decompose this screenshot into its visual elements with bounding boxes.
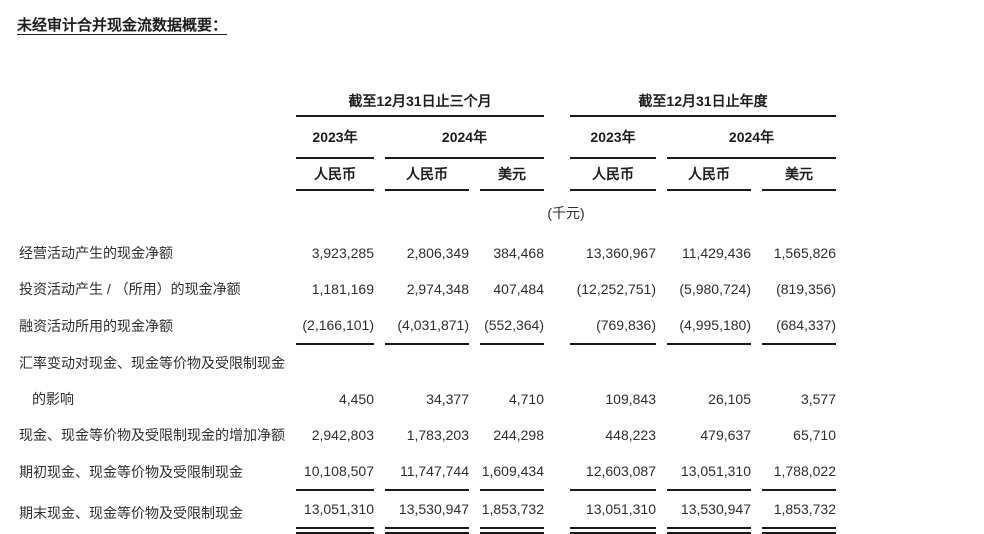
row-label: 投资活动产生 / （所用）的现金净额 — [19, 281, 241, 297]
value-cell: 1,783,203 — [406, 427, 469, 443]
value-cell: 1,788,022 — [762, 453, 836, 491]
currency-header: 人民币 — [296, 159, 374, 191]
table-row-year-headers: 2023年 2024年 2023年 2024年 — [19, 117, 836, 159]
value-cell: (684,337) — [762, 307, 836, 345]
value-cell: 3,577 — [800, 391, 836, 407]
empty-cell — [19, 159, 285, 191]
value-cell: 2,974,348 — [406, 281, 469, 297]
empty-cell — [296, 345, 374, 381]
year-header-q-2024: 2024年 — [385, 117, 544, 159]
currency-header: 人民币 — [385, 159, 469, 191]
row-label: 期初现金、现金等价物及受限制现金 — [19, 464, 243, 480]
column-gap — [555, 453, 559, 491]
value-cell: 34,377 — [426, 391, 469, 407]
value-cell: (819,356) — [776, 281, 836, 297]
empty-cell — [480, 345, 544, 381]
value-cell: 3,923,285 — [311, 245, 374, 261]
column-gap — [555, 117, 559, 159]
table-row: 投资活动产生 / （所用）的现金净额 1,181,169 2,974,348 4… — [19, 271, 836, 307]
row-label: 期末现金、现金等价物及受限制现金 — [19, 504, 243, 521]
column-gap — [555, 491, 559, 534]
unit-note: (千元) — [547, 205, 585, 221]
row-label: 经营活动产生的现金净额 — [19, 245, 173, 261]
value-cell: (4,031,871) — [385, 307, 469, 345]
empty-cell — [19, 117, 285, 159]
value-cell: 2,942,803 — [311, 427, 374, 443]
column-gap — [555, 235, 559, 271]
table-row-group-headers: 截至12月31日止三个月 截至12月31日止年度 — [19, 87, 836, 117]
cash-flow-table: 截至12月31日止三个月 截至12月31日止年度 2023年 2024年 202… — [8, 87, 847, 534]
empty-cell — [570, 345, 656, 381]
value-cell: 13,530,947 — [667, 491, 751, 534]
value-cell: 26,105 — [708, 391, 751, 407]
value-cell: 13,051,310 — [296, 491, 374, 534]
empty-cell — [385, 345, 469, 381]
value-cell: 479,637 — [700, 427, 751, 443]
year-header-q-2023: 2023年 — [296, 117, 374, 159]
currency-header: 美元 — [480, 159, 544, 191]
column-gap — [555, 417, 559, 453]
empty-cell — [762, 345, 836, 381]
row-label: 汇率变动对现金、现金等价物及受限制现金 — [19, 355, 285, 371]
value-cell: (2,166,101) — [296, 307, 374, 345]
column-gap — [555, 345, 559, 381]
row-label: 融资活动所用的现金净额 — [19, 318, 173, 334]
empty-cell — [19, 87, 285, 117]
column-gap — [555, 307, 559, 345]
value-cell: (769,836) — [570, 307, 656, 345]
value-cell: 13,530,947 — [385, 491, 469, 534]
column-gap — [555, 381, 559, 417]
empty-cell — [667, 345, 751, 381]
value-cell: 10,108,507 — [296, 453, 374, 491]
value-cell: 1,609,434 — [480, 453, 544, 491]
currency-header: 人民币 — [570, 159, 656, 191]
table-row: 期初现金、现金等价物及受限制现金 10,108,507 11,747,744 1… — [19, 453, 836, 491]
table-row: 融资活动所用的现金净额 (2,166,101) (4,031,871) (552… — [19, 307, 836, 345]
value-cell: (5,980,724) — [679, 281, 751, 297]
table-row: 汇率变动对现金、现金等价物及受限制现金 — [19, 345, 836, 381]
value-cell: 1,853,732 — [762, 491, 836, 534]
value-cell: 4,450 — [338, 391, 374, 407]
value-cell: 65,710 — [793, 427, 836, 443]
value-cell: (4,995,180) — [667, 307, 751, 345]
column-gap — [555, 159, 559, 191]
value-cell: (12,252,751) — [576, 281, 656, 297]
value-cell: 1,565,826 — [773, 245, 836, 261]
row-label: 的影响 — [32, 391, 74, 407]
table-row: 期末现金、现金等价物及受限制现金 13,051,310 13,530,947 1… — [19, 491, 836, 534]
table-row: 现金、现金等价物及受限制现金的增加净额 2,942,803 1,783,203 … — [19, 417, 836, 453]
row-label: 现金、现金等价物及受限制现金的增加净额 — [19, 427, 285, 443]
value-cell: 4,710 — [508, 391, 544, 407]
year-header-y-2024: 2024年 — [667, 117, 836, 159]
value-cell: 13,051,310 — [667, 453, 751, 491]
value-cell: 1,853,732 — [480, 491, 544, 534]
value-cell: 13,051,310 — [570, 491, 656, 534]
value-cell: (552,364) — [480, 307, 544, 345]
column-gap — [555, 271, 559, 307]
empty-cell — [19, 191, 285, 235]
value-cell: 11,429,436 — [681, 245, 751, 261]
value-cell: 448,223 — [605, 427, 656, 443]
value-cell: 11,747,744 — [385, 453, 469, 491]
value-cell: 2,806,349 — [406, 245, 469, 261]
table-row: 经营活动产生的现金净额 3,923,285 2,806,349 384,468 … — [19, 235, 836, 271]
table-row: 的影响 4,450 34,377 4,710 109,843 26,105 3,… — [19, 381, 836, 417]
year-header-y-2023: 2023年 — [570, 117, 656, 159]
currency-header: 人民币 — [667, 159, 751, 191]
value-cell: 109,843 — [605, 391, 656, 407]
col-group-quarter-header: 截至12月31日止三个月 — [296, 87, 544, 117]
value-cell: 407,484 — [493, 281, 544, 297]
column-gap — [555, 87, 559, 117]
value-cell: 244,298 — [493, 427, 544, 443]
table-row-unit-note: (千元) — [19, 191, 836, 235]
value-cell: 384,468 — [493, 245, 544, 261]
value-cell: 1,181,169 — [311, 281, 374, 297]
table-row-currency-headers: 人民币 人民币 美元 人民币 人民币 美元 — [19, 159, 836, 191]
currency-header: 美元 — [762, 159, 836, 191]
value-cell: 13,360,967 — [585, 245, 656, 261]
value-cell: 12,603,087 — [570, 453, 656, 491]
page-title: 未经审计合并现金流数据概要： — [17, 17, 228, 34]
col-group-annual-header: 截至12月31日止年度 — [570, 87, 836, 117]
